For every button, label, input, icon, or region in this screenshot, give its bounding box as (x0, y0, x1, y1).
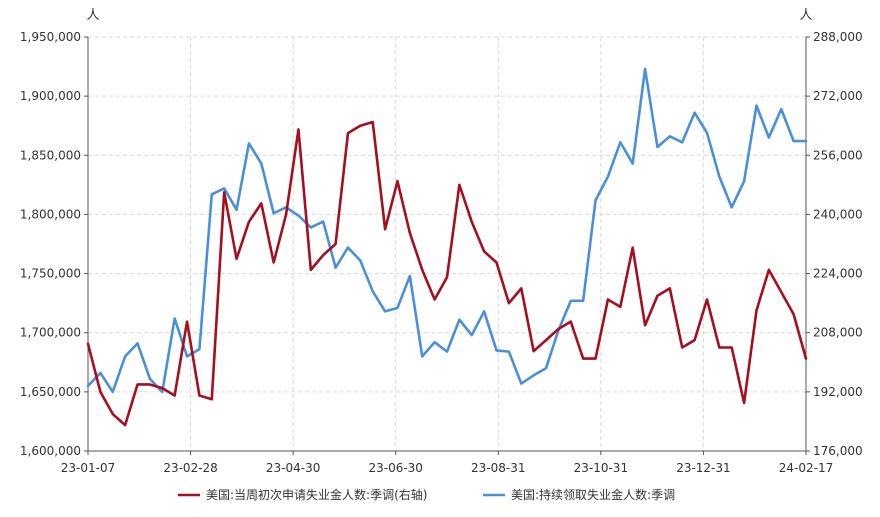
legend-label: 美国:持续领取失业金人数:季调 (511, 487, 675, 502)
left-axis-tick-label: 1,800,000 (20, 207, 81, 221)
x-axis-tick-label: 23-08-31 (471, 461, 525, 475)
right-axis-tick-label: 240,000 (813, 207, 863, 221)
x-axis-tick-label: 23-01-07 (61, 461, 115, 475)
right-axis-tick-label: 192,000 (813, 385, 863, 399)
series-line-initial-claims (86, 120, 808, 427)
right-axis-unit: 人 (799, 8, 812, 23)
right-axis-tick-label: 176,000 (813, 444, 863, 458)
left-axis-tick-label: 1,950,000 (20, 30, 81, 44)
left-axis-tick-label: 1,600,000 (20, 444, 81, 458)
left-axis-unit: 人 (86, 8, 99, 23)
x-axis-tick-label: 23-12-31 (676, 461, 730, 475)
left-axis-tick-label: 1,700,000 (20, 326, 81, 340)
x-axis-tick-label: 23-04-30 (266, 461, 320, 475)
right-axis-tick-label: 208,000 (813, 326, 863, 340)
series-layer (86, 67, 808, 427)
x-axis-tick-label: 23-06-30 (368, 461, 422, 475)
left-axis-tick-label: 1,900,000 (20, 89, 81, 103)
right-axis-tick-label: 224,000 (813, 267, 863, 281)
left-axis-tick-label: 1,850,000 (20, 148, 81, 162)
grid-layer (88, 36, 806, 451)
right-axis-tick-label: 272,000 (813, 89, 863, 103)
left-axis-tick-label: 1,650,000 (20, 385, 81, 399)
axis-layer: 1,600,000 1,650,000 1,700,000 1,750,000 1,80… (20, 8, 863, 475)
legend-label: 美国:当周初次申请失业金人数:季调(右轴) (206, 487, 427, 502)
right-axis-tick-label: 256,000 (813, 148, 863, 162)
x-axis-tick-label: 23-10-31 (574, 461, 628, 475)
right-axis-tick-label: 288,000 (813, 30, 863, 44)
series-line-continuing-claims (86, 67, 808, 394)
left-axis-tick-label: 1,750,000 (20, 267, 81, 281)
x-axis-tick-label: 23-02-28 (163, 461, 217, 475)
legend: 美国:当周初次申请失业金人数:季调(右轴) 美国:持续领取失业金人数:季调 (178, 487, 675, 502)
x-axis-tick-label: 24-02-17 (779, 461, 833, 475)
